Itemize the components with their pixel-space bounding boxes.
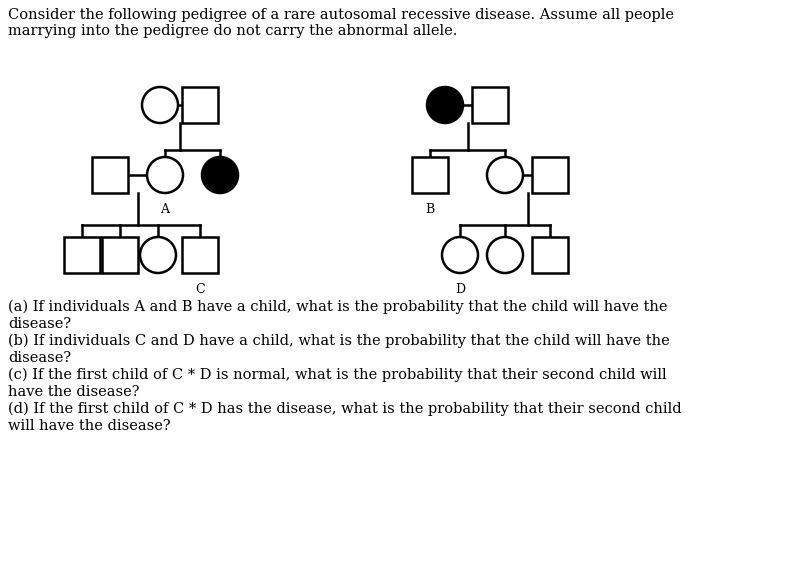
Circle shape [442,237,478,273]
Text: (d) If the first child of C * D has the disease, what is the probability that th: (d) If the first child of C * D has the … [8,402,681,417]
Text: Consider the following pedigree of a rare autosomal recessive disease. Assume al: Consider the following pedigree of a rar… [8,8,674,38]
Bar [92,157,128,193]
Text: B: B [425,203,435,216]
Text: disease?: disease? [8,351,71,365]
Circle shape [147,157,183,193]
Bar [102,237,138,273]
Circle shape [202,157,238,193]
Circle shape [427,87,463,123]
Text: disease?: disease? [8,317,71,331]
Circle shape [140,237,176,273]
Bar [64,237,100,273]
Text: have the disease?: have the disease? [8,385,140,399]
Text: A: A [160,203,169,216]
Bar [472,87,508,123]
Text: C: C [196,283,205,296]
Text: (c) If the first child of C * D is normal, what is the probability that their se: (c) If the first child of C * D is norma… [8,368,666,383]
Text: will have the disease?: will have the disease? [8,419,171,433]
Circle shape [487,157,523,193]
Text: (b) If individuals C and D have a child, what is the probability that the child : (b) If individuals C and D have a child,… [8,334,670,349]
Text: (a) If individuals A and B have a child, what is the probability that the child : (a) If individuals A and B have a child,… [8,300,667,314]
Bar [412,157,448,193]
Text: D: D [455,283,465,296]
Bar [532,157,568,193]
Circle shape [142,87,178,123]
Bar [182,237,218,273]
Circle shape [487,237,523,273]
Bar [182,87,218,123]
Bar [532,237,568,273]
